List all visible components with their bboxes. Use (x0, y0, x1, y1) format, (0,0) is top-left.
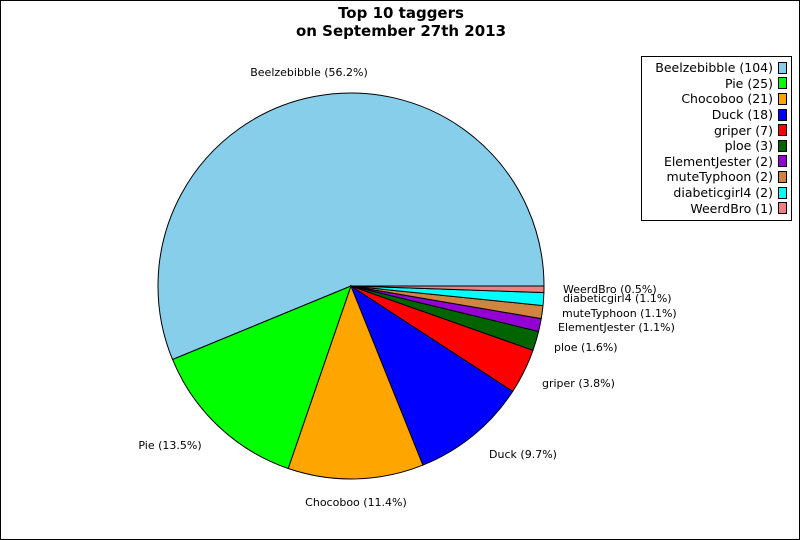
legend-label: WeerdBro (1) (690, 200, 773, 216)
slice-label-ploe: ploe (1.6%) (554, 341, 618, 354)
legend-label: Chocoboo (21) (681, 91, 773, 107)
pie-slice-beelzebibble (157, 92, 545, 361)
slice-label-duck: Duck (9.7%) (489, 448, 557, 461)
slice-label-pie: Pie (13.5%) (138, 439, 201, 452)
chart-legend: Beelzebibble (104) Pie (25) Chocoboo (21) D… (641, 56, 792, 221)
legend-item-mutetyphoon: muteTyphoon (2) (642, 169, 791, 185)
legend-swatch (778, 170, 787, 183)
legend-item-diabeticgirl4: diabeticgirl4 (2) (642, 185, 791, 201)
legend-item-pie: Pie (25) (642, 76, 791, 92)
pie-slice-pie (171, 285, 352, 470)
legend-swatch (778, 92, 787, 105)
slice-label-weerdbro: WeerdBro (0.5%) (563, 283, 657, 296)
legend-item-ploe: ploe (3) (642, 138, 791, 154)
slice-label-chocoboo: Chocoboo (11.4%) (305, 496, 407, 509)
slice-label-elementjester: ElementJester (1.1%) (558, 321, 675, 334)
legend-swatch (778, 202, 787, 215)
legend-item-chocoboo: Chocoboo (21) (642, 91, 791, 107)
slice-label-beelzebibble: Beelzebibble (56.2%) (250, 66, 368, 79)
legend-swatch (778, 186, 787, 199)
legend-label: griper (7) (714, 122, 773, 138)
legend-item-weerdbro: WeerdBro (1) (642, 200, 791, 216)
chart-title-line1: Top 10 taggers (338, 4, 464, 22)
legend-label: ElementJester (2) (663, 153, 773, 169)
chart-title-line2: on September 27th 2013 (295, 22, 507, 40)
legend-label: muteTyphoon (2) (666, 169, 773, 185)
pie-slice-weerdbro (350, 285, 545, 294)
legend-item-beelzebibble: Beelzebibble (104) (642, 60, 791, 76)
legend-swatch (778, 124, 787, 137)
slice-label-griper: griper (3.8%) (542, 377, 615, 390)
pie-slice-chocoboo (287, 284, 424, 480)
legend-swatch (778, 139, 787, 152)
legend-swatch (778, 155, 787, 168)
legend-swatch (778, 108, 787, 121)
legend-label: Duck (18) (711, 107, 773, 123)
legend-item-griper: griper (7) (642, 122, 791, 138)
slice-label-diabeticgirl4: diabeticgirl4 (1.1%) (563, 292, 672, 305)
chart-title: Top 10 taggers on September 27th 2013 (1, 4, 799, 40)
pie-slice-duck (349, 284, 514, 466)
legend-swatch (778, 77, 787, 90)
legend-label: diabeticgirl4 (2) (673, 185, 773, 201)
slice-label-mutetyphoon: muteTyphoon (1.1%) (562, 307, 677, 320)
legend-label: Beelzebibble (104) (655, 60, 773, 76)
legend-item-elementjester: ElementJester (2) (642, 154, 791, 170)
legend-swatch (778, 61, 787, 74)
legend-label: Pie (25) (724, 75, 773, 91)
legend-label: ploe (3) (724, 138, 773, 154)
legend-item-duck: Duck (18) (642, 107, 791, 123)
